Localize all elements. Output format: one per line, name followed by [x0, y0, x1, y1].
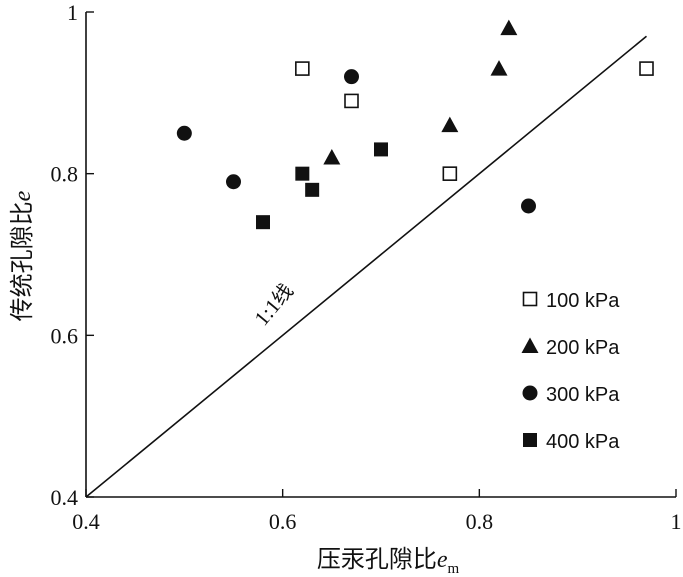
legend-label: 100 kPa [546, 290, 620, 312]
reference-line-label: 1:1线 [249, 279, 297, 330]
legend-marker [523, 433, 537, 447]
y-axis-title: 传统孔隙比e [8, 190, 36, 321]
y-axis-title-main: 传统孔隙比 [8, 201, 36, 321]
reference-line-group [85, 35, 648, 498]
x-axis-title-var: e [437, 547, 448, 573]
data-point-filled-triangle [490, 60, 508, 76]
x-axis-title-sub: m [447, 561, 459, 577]
data-point-filled-triangle [441, 116, 459, 133]
legend-label: 200 kPa [546, 337, 620, 359]
data-point-filled-square [295, 166, 310, 181]
data-point-filled-circle [521, 198, 536, 214]
legend-marker [521, 337, 539, 353]
x-tick-label: 1 [671, 509, 682, 534]
y-axis-title-var: e [10, 190, 36, 201]
legend: 100 kPa 200 kPa 300 kPa 400 kPa [521, 290, 620, 453]
y-tick-label: 0.6 [51, 323, 79, 348]
x-tick-label: 0.8 [466, 509, 494, 534]
data-point-open-square [639, 61, 654, 76]
legend-label: 300 kPa [546, 384, 620, 406]
y-tick-label: 0.8 [51, 162, 79, 187]
y-tick-label: 1 [67, 0, 78, 25]
x-axis-title: 压汞孔隙比em [317, 545, 460, 577]
data-points [176, 19, 654, 230]
x-tick-label: 0.6 [269, 509, 297, 534]
data-point-filled-square [256, 215, 270, 230]
legend-label: 400 kPa [546, 431, 620, 453]
data-point-filled-circle [226, 174, 241, 190]
data-point-filled-square [305, 182, 320, 197]
x-axis-title-main: 压汞孔隙比 [317, 545, 437, 573]
data-point-open-square [442, 166, 458, 181]
data-point-open-square [295, 61, 310, 76]
tick-labels: 0.4 0.6 0.8 1 0.4 0.6 0.8 1 [51, 0, 682, 534]
data-point-filled-circle [344, 69, 359, 85]
legend-marker [522, 385, 538, 401]
x-tick-label: 0.4 [72, 509, 100, 534]
reference-line [85, 35, 648, 498]
plot-axes [85, 11, 677, 498]
data-point-filled-triangle [323, 149, 341, 165]
y-tick-label: 0.4 [51, 485, 79, 510]
data-point-open-square [344, 93, 359, 109]
data-point-filled-triangle [500, 19, 518, 36]
data-point-filled-circle [176, 125, 192, 141]
data-point-filled-square [374, 142, 388, 157]
legend-marker [522, 291, 538, 307]
